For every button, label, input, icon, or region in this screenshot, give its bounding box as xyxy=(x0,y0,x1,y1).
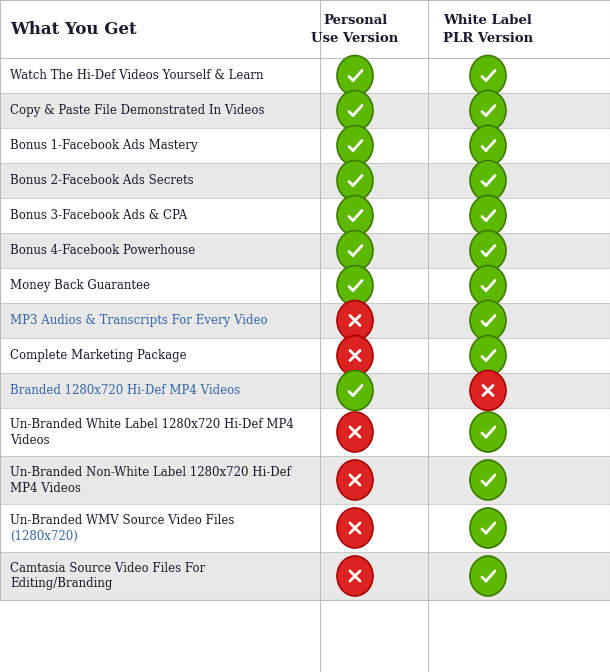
Bar xyxy=(0,303,610,338)
Bar xyxy=(0,58,610,93)
Ellipse shape xyxy=(337,230,373,271)
Ellipse shape xyxy=(337,126,373,165)
Bar xyxy=(0,338,610,373)
Text: (1280x720): (1280x720) xyxy=(10,530,78,542)
Ellipse shape xyxy=(470,196,506,235)
Text: Bonus 2-Facebook Ads Secrets: Bonus 2-Facebook Ads Secrets xyxy=(10,174,193,187)
Text: Un-Branded Non-White Label 1280x720 Hi-Def: Un-Branded Non-White Label 1280x720 Hi-D… xyxy=(10,466,291,480)
Bar xyxy=(0,0,610,58)
Ellipse shape xyxy=(470,265,506,306)
Text: Bonus 1-Facebook Ads Mastery: Bonus 1-Facebook Ads Mastery xyxy=(10,139,198,152)
Text: White Label: White Label xyxy=(443,13,533,26)
Text: Editing/Branding: Editing/Branding xyxy=(10,577,112,591)
Ellipse shape xyxy=(337,91,373,130)
Ellipse shape xyxy=(337,56,373,95)
Bar xyxy=(0,456,610,504)
Ellipse shape xyxy=(470,126,506,165)
Ellipse shape xyxy=(337,300,373,341)
Text: Use Version: Use Version xyxy=(311,32,398,44)
Text: What You Get: What You Get xyxy=(10,21,137,38)
Bar xyxy=(0,198,610,233)
Text: Un-Branded WMV Source Video Files: Un-Branded WMV Source Video Files xyxy=(10,515,234,528)
Bar xyxy=(0,268,610,303)
Text: PLR Version: PLR Version xyxy=(443,32,533,44)
Bar xyxy=(0,504,610,552)
Text: Branded 1280x720 Hi-Def MP4 Videos: Branded 1280x720 Hi-Def MP4 Videos xyxy=(10,384,240,397)
Ellipse shape xyxy=(470,56,506,95)
Ellipse shape xyxy=(470,508,506,548)
Text: Watch The Hi-Def Videos Yourself & Learn: Watch The Hi-Def Videos Yourself & Learn xyxy=(10,69,264,82)
Ellipse shape xyxy=(337,196,373,235)
Ellipse shape xyxy=(337,265,373,306)
Ellipse shape xyxy=(337,161,373,200)
Text: Personal: Personal xyxy=(323,13,387,26)
Ellipse shape xyxy=(470,300,506,341)
Bar xyxy=(0,552,610,600)
Ellipse shape xyxy=(470,161,506,200)
Ellipse shape xyxy=(470,91,506,130)
Text: Money Back Guarantee: Money Back Guarantee xyxy=(10,279,150,292)
Bar xyxy=(0,0,610,600)
Ellipse shape xyxy=(470,556,506,596)
Text: Camtasia Source Video Files For: Camtasia Source Video Files For xyxy=(10,562,205,575)
Text: MP3 Audios & Transcripts For Every Video: MP3 Audios & Transcripts For Every Video xyxy=(10,314,268,327)
Bar xyxy=(0,93,610,128)
Text: Bonus 3-Facebook Ads & CPA: Bonus 3-Facebook Ads & CPA xyxy=(10,209,187,222)
Text: Copy & Paste File Demonstrated In Videos: Copy & Paste File Demonstrated In Videos xyxy=(10,104,265,117)
Ellipse shape xyxy=(337,412,373,452)
Bar xyxy=(0,163,610,198)
Text: Bonus 4-Facebook Powerhouse: Bonus 4-Facebook Powerhouse xyxy=(10,244,195,257)
Ellipse shape xyxy=(470,460,506,500)
Ellipse shape xyxy=(470,370,506,411)
Ellipse shape xyxy=(470,335,506,376)
Ellipse shape xyxy=(337,508,373,548)
Bar xyxy=(0,128,610,163)
Ellipse shape xyxy=(337,556,373,596)
Text: Complete Marketing Package: Complete Marketing Package xyxy=(10,349,187,362)
Ellipse shape xyxy=(470,230,506,271)
Text: Videos: Videos xyxy=(10,433,49,446)
Bar xyxy=(0,373,610,408)
Text: MP4 Videos: MP4 Videos xyxy=(10,482,81,495)
Text: Un-Branded White Label 1280x720 Hi-Def MP4: Un-Branded White Label 1280x720 Hi-Def M… xyxy=(10,419,294,431)
Ellipse shape xyxy=(337,370,373,411)
Ellipse shape xyxy=(337,335,373,376)
Ellipse shape xyxy=(470,412,506,452)
Bar xyxy=(0,233,610,268)
Ellipse shape xyxy=(337,460,373,500)
Bar xyxy=(0,408,610,456)
